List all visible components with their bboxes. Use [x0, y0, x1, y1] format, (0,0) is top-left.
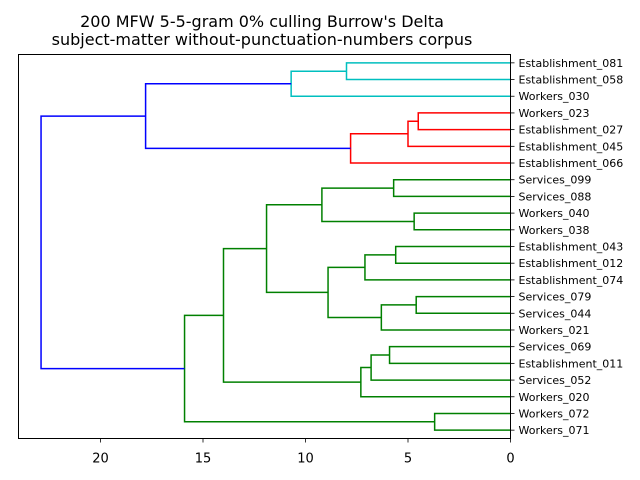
- link-c2: [290, 70, 511, 97]
- link-g15: [183, 314, 435, 423]
- x-tick-label: 5: [404, 452, 412, 467]
- leaf-label: Workers_040: [519, 207, 590, 220]
- leaf-label: Establishment_066: [519, 157, 624, 170]
- x-tick-label: 0: [506, 452, 514, 467]
- link-g12: [360, 366, 511, 398]
- dendrogram-links: [40, 62, 511, 431]
- leaf-label: Workers_020: [519, 391, 590, 404]
- leaf-label: Workers_071: [519, 424, 590, 437]
- leaf-label: Establishment_058: [519, 74, 624, 87]
- leaf-label: Workers_038: [519, 224, 590, 237]
- leaf-label: Services_044: [519, 307, 592, 320]
- x-tick-label: 15: [195, 452, 212, 467]
- leaf-label: Establishment_043: [519, 241, 624, 254]
- leaf-label: Workers_030: [519, 90, 590, 103]
- link-g3: [321, 187, 415, 223]
- chart-subtitle: subject-matter without-punctuation-numbe…: [52, 30, 473, 49]
- link-b2: [40, 115, 185, 370]
- link-g6: [415, 295, 511, 315]
- leaf-label: Services_069: [519, 341, 592, 354]
- link-c1: [345, 62, 511, 81]
- x-axis-ticks: 20 15 10 5 0: [92, 438, 515, 467]
- link-g7: [380, 304, 511, 331]
- link-g11: [370, 354, 511, 381]
- link-g10: [388, 345, 511, 365]
- link-r2: [407, 120, 511, 148]
- link-g4: [394, 245, 511, 264]
- leaf-label: Establishment_081: [519, 57, 624, 70]
- leaf-label: Services_088: [519, 190, 592, 203]
- leaf-label: Establishment_011: [519, 357, 624, 370]
- x-tick-label: 20: [92, 452, 109, 467]
- leaf-label: Workers_021: [519, 324, 590, 337]
- link-r1: [417, 112, 511, 131]
- link-g13: [222, 247, 361, 383]
- link-b1: [144, 82, 351, 150]
- x-tick-label: 10: [297, 452, 314, 467]
- leaf-label: Services_079: [519, 291, 592, 304]
- leaf-label: Services_099: [519, 174, 592, 187]
- leaf-labels: Establishment_081 Establishment_058 Worker…: [510, 57, 624, 437]
- leaf-label: Services_052: [519, 374, 592, 387]
- leaf-label: Establishment_012: [519, 257, 624, 270]
- link-r3: [349, 133, 511, 164]
- leaf-label: Workers_023: [519, 107, 590, 120]
- leaf-label: Establishment_045: [519, 140, 624, 153]
- leaf-label: Establishment_074: [519, 274, 624, 287]
- leaf-label: Establishment_027: [519, 124, 624, 137]
- link-g5: [364, 254, 511, 281]
- link-g2: [413, 212, 511, 231]
- link-g8: [327, 266, 382, 319]
- link-g14: [433, 412, 511, 431]
- chart-title: 200 MFW 5-5-gram 0% culling Burrow's Del…: [80, 12, 444, 31]
- link-g9: [265, 204, 329, 294]
- leaf-label: Workers_072: [519, 407, 590, 420]
- link-g1: [392, 178, 511, 198]
